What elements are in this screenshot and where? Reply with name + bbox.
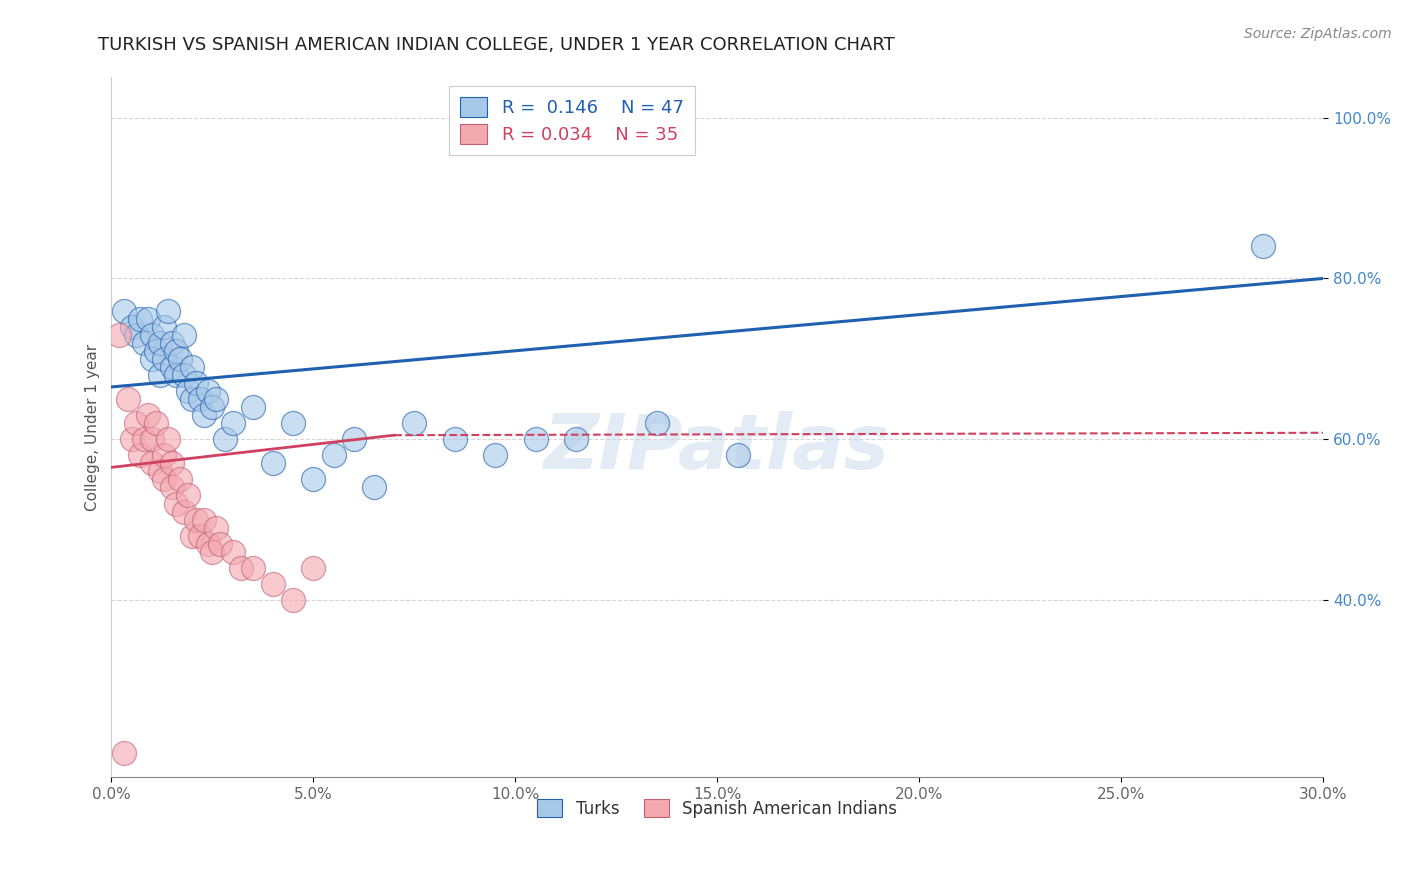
Point <box>112 303 135 318</box>
Point <box>136 311 159 326</box>
Point <box>160 359 183 374</box>
Point <box>153 351 176 366</box>
Point <box>141 351 163 366</box>
Point <box>283 593 305 607</box>
Point <box>136 408 159 422</box>
Point <box>156 303 179 318</box>
Point <box>262 577 284 591</box>
Point <box>197 384 219 398</box>
Point <box>221 416 243 430</box>
Point <box>149 464 172 478</box>
Point <box>181 392 204 406</box>
Point <box>645 416 668 430</box>
Y-axis label: College, Under 1 year: College, Under 1 year <box>86 343 100 511</box>
Point <box>141 432 163 446</box>
Point <box>484 448 506 462</box>
Point <box>186 513 208 527</box>
Point <box>197 537 219 551</box>
Point <box>165 343 187 358</box>
Point <box>363 480 385 494</box>
Point <box>242 561 264 575</box>
Point <box>156 432 179 446</box>
Point <box>153 472 176 486</box>
Point <box>181 359 204 374</box>
Point <box>404 416 426 430</box>
Point <box>214 432 236 446</box>
Point <box>132 335 155 350</box>
Point <box>117 392 139 406</box>
Text: TURKISH VS SPANISH AMERICAN INDIAN COLLEGE, UNDER 1 YEAR CORRELATION CHART: TURKISH VS SPANISH AMERICAN INDIAN COLLE… <box>98 36 896 54</box>
Point <box>181 529 204 543</box>
Point <box>128 448 150 462</box>
Point <box>169 472 191 486</box>
Point <box>186 376 208 390</box>
Point <box>141 456 163 470</box>
Point <box>188 529 211 543</box>
Point <box>160 456 183 470</box>
Point <box>177 488 200 502</box>
Point <box>221 545 243 559</box>
Point <box>262 456 284 470</box>
Point <box>209 537 232 551</box>
Point <box>112 746 135 760</box>
Point <box>145 416 167 430</box>
Point <box>177 384 200 398</box>
Text: Source: ZipAtlas.com: Source: ZipAtlas.com <box>1244 27 1392 41</box>
Point <box>121 319 143 334</box>
Point <box>173 368 195 382</box>
Point <box>443 432 465 446</box>
Point <box>302 472 325 486</box>
Point <box>283 416 305 430</box>
Point <box>201 400 224 414</box>
Point <box>108 327 131 342</box>
Point <box>165 368 187 382</box>
Point <box>1251 239 1274 253</box>
Point <box>193 513 215 527</box>
Point <box>145 343 167 358</box>
Point <box>193 408 215 422</box>
Point <box>524 432 547 446</box>
Point <box>124 416 146 430</box>
Text: ZIPatlas: ZIPatlas <box>544 411 890 485</box>
Point <box>205 392 228 406</box>
Legend: Turks, Spanish American Indians: Turks, Spanish American Indians <box>530 792 904 824</box>
Point <box>160 480 183 494</box>
Point <box>121 432 143 446</box>
Point <box>343 432 366 446</box>
Point <box>565 432 588 446</box>
Point <box>124 327 146 342</box>
Point <box>242 400 264 414</box>
Point <box>132 432 155 446</box>
Point <box>173 505 195 519</box>
Point <box>169 351 191 366</box>
Point <box>165 496 187 510</box>
Point <box>727 448 749 462</box>
Point <box>141 327 163 342</box>
Point <box>160 335 183 350</box>
Point <box>149 368 172 382</box>
Point <box>128 311 150 326</box>
Point <box>188 392 211 406</box>
Point <box>149 335 172 350</box>
Point <box>229 561 252 575</box>
Point <box>153 319 176 334</box>
Point <box>205 521 228 535</box>
Point <box>302 561 325 575</box>
Point <box>173 327 195 342</box>
Point <box>201 545 224 559</box>
Point <box>322 448 344 462</box>
Point <box>153 448 176 462</box>
